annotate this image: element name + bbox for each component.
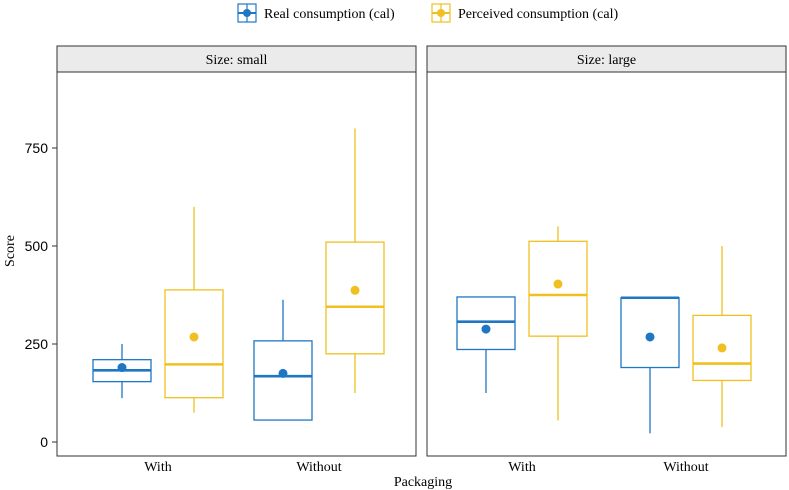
legend: Real consumption (cal) Perceived consump… [237, 3, 619, 23]
legend-label-perceived: Perceived consumption (cal) [458, 7, 619, 22]
mean-point [278, 368, 288, 378]
mean-point [350, 285, 360, 295]
legend-label-real: Real consumption (cal) [264, 7, 395, 22]
x-tick-label-small-without: Without [296, 460, 341, 475]
box-small-with-perceived [164, 206, 224, 413]
box-large-with-real [456, 296, 516, 393]
plot-area-large [426, 71, 787, 457]
legend-point-perceived [437, 9, 445, 17]
box-large-without-real [620, 296, 680, 434]
legend-item-perceived[interactable]: Perceived consumption (cal) [431, 3, 619, 23]
box-iqr [325, 241, 385, 355]
strip-label-large: Size: large [577, 53, 636, 68]
mean-point [645, 332, 655, 342]
mean-point [553, 279, 563, 289]
x-tick-label-large-with: With [508, 460, 535, 475]
panel-large: Size: large With Without [426, 45, 787, 475]
strip-small [56, 45, 417, 73]
y-tick-label-500: 500 [25, 238, 49, 254]
box-iqr [692, 314, 752, 382]
mean-point [717, 343, 727, 353]
box-iqr [528, 240, 588, 337]
mean-point [117, 363, 127, 373]
mean-point [189, 332, 199, 342]
box-small-without-real [253, 299, 313, 421]
legend-item-real[interactable]: Real consumption (cal) [237, 3, 395, 23]
box-iqr [253, 340, 313, 421]
box-iqr [164, 289, 224, 399]
panel-small: Size: small With Without [56, 45, 417, 475]
box-small-with-real [92, 344, 152, 399]
y-tick-label-0: 0 [40, 434, 48, 450]
x-axis-title: Packaging [394, 475, 452, 490]
boxes-small [92, 128, 385, 421]
y-axis-title: Score [3, 235, 18, 267]
box-large-without-perceived [692, 246, 752, 428]
x-tick-label-small-with: With [144, 460, 171, 475]
box-large-with-perceived [528, 226, 588, 421]
mean-point [481, 324, 491, 334]
boxes-large [456, 226, 752, 434]
box-small-without-perceived [325, 128, 385, 393]
y-axis: 0 250 500 750 [25, 72, 58, 456]
plot-area-small [56, 71, 417, 457]
y-tick-label-750: 750 [25, 140, 49, 156]
strip-large [426, 45, 787, 73]
box-iqr [456, 296, 516, 351]
strip-label-small: Size: small [206, 53, 268, 68]
x-tick-label-large-without: Without [663, 460, 708, 475]
y-tick-label-250: 250 [25, 336, 49, 352]
legend-point-real [243, 9, 251, 17]
